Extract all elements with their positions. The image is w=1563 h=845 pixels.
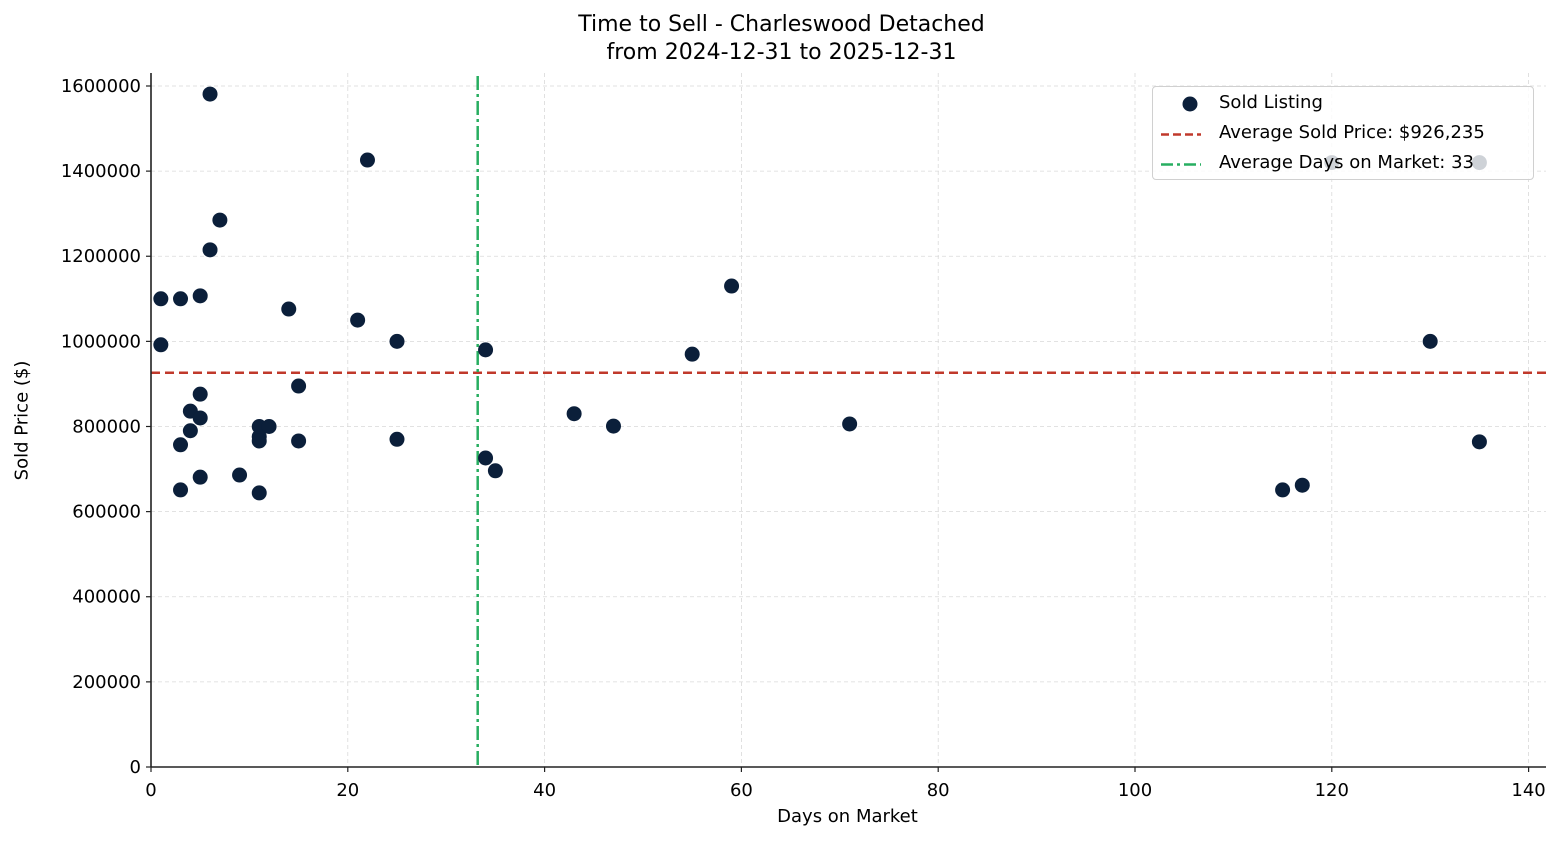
- x-tick-label: 20: [336, 780, 359, 801]
- y-tick-label: 800000: [72, 416, 141, 437]
- data-point: [153, 291, 169, 307]
- chart-title: Time to Sell - Charleswood Detached: [578, 12, 985, 37]
- x-tick-label: 0: [145, 780, 156, 801]
- dashed-line-icon: [1161, 133, 1201, 136]
- data-point: [232, 467, 248, 483]
- legend: Sold Listing Average Sold Price: $926,23…: [1152, 86, 1534, 180]
- axes: [146, 73, 1546, 772]
- data-points: [153, 86, 1487, 501]
- x-tick-label: 100: [1118, 780, 1152, 801]
- data-point: [1275, 482, 1291, 498]
- data-point: [173, 482, 189, 498]
- data-point: [389, 431, 405, 447]
- legend-label: Average Days on Market: 33: [1219, 152, 1474, 173]
- data-point: [261, 418, 277, 434]
- data-point: [1471, 434, 1487, 450]
- data-point: [1422, 333, 1438, 349]
- data-point: [192, 469, 208, 485]
- data-point: [182, 423, 198, 439]
- y-tick-label: 400000: [72, 587, 141, 608]
- legend-label: Average Sold Price: $926,235: [1219, 122, 1485, 143]
- data-point: [605, 418, 621, 434]
- legend-item-average-price: Average Sold Price: $926,235: [1153, 119, 1533, 149]
- legend-item-sold-listing: Sold Listing: [1153, 89, 1533, 119]
- y-tick-label: 1000000: [61, 331, 141, 352]
- data-point: [291, 433, 307, 449]
- y-tick-label: 0: [130, 757, 141, 778]
- data-point: [1294, 477, 1310, 493]
- chart-subtitle: from 2024-12-31 to 2025-12-31: [606, 40, 957, 65]
- data-point: [350, 312, 366, 328]
- data-point: [478, 342, 494, 358]
- data-point: [487, 463, 503, 479]
- y-tick-label: 1200000: [61, 246, 141, 267]
- data-point: [202, 242, 218, 258]
- x-tick-label: 60: [730, 780, 753, 801]
- tick-labels: 0 20 40 60 80 100 120 140 0 200000 400000 600000 800…: [61, 76, 1546, 801]
- legend-label: Sold Listing: [1219, 92, 1323, 113]
- data-point: [173, 437, 189, 453]
- data-point: [173, 291, 189, 307]
- y-tick-label: 200000: [72, 672, 141, 693]
- y-tick-label: 1600000: [61, 76, 141, 97]
- circle-marker-icon: [1182, 96, 1198, 112]
- data-point: [251, 433, 267, 449]
- x-tick-label: 140: [1511, 780, 1545, 801]
- data-point: [389, 333, 405, 349]
- data-point: [192, 410, 208, 426]
- x-tick-label: 40: [533, 780, 556, 801]
- data-point: [359, 152, 375, 168]
- data-point: [566, 406, 582, 422]
- data-point: [291, 378, 307, 394]
- data-point: [153, 337, 169, 353]
- data-point: [192, 386, 208, 402]
- y-axis-label: Sold Price ($): [11, 360, 33, 481]
- data-point: [281, 301, 297, 317]
- x-axis-label: Days on Market: [777, 806, 918, 827]
- legend-item-average-days: Average Days on Market: 33: [1153, 149, 1533, 179]
- x-tick-label: 120: [1315, 780, 1349, 801]
- data-point: [192, 288, 208, 304]
- data-point: [684, 346, 700, 362]
- x-tick-label: 80: [927, 780, 950, 801]
- data-point: [724, 278, 740, 294]
- data-point: [478, 450, 494, 466]
- data-point: [842, 416, 858, 432]
- dashdot-line-icon: [1161, 163, 1201, 166]
- data-point: [251, 485, 267, 501]
- y-tick-label: 1400000: [61, 161, 141, 182]
- data-point: [212, 212, 228, 228]
- data-point: [202, 86, 218, 102]
- y-tick-label: 600000: [72, 502, 141, 523]
- reference-lines: [151, 76, 1546, 767]
